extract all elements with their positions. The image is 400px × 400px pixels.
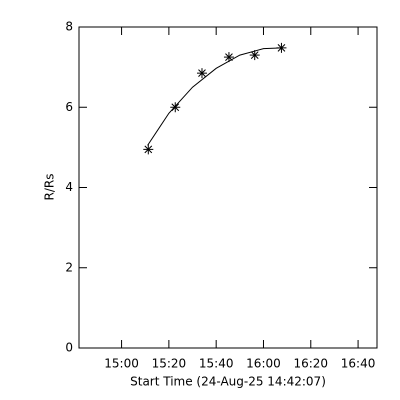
data-point — [223, 52, 234, 63]
marker-stroke — [250, 51, 259, 59]
x-tick-label: 15:00 — [104, 357, 139, 371]
marker-stroke — [225, 53, 233, 61]
x-tick-label: 15:40 — [199, 357, 234, 371]
data-point — [276, 42, 287, 53]
x-tick-label: 15:20 — [152, 357, 187, 371]
marker-stroke — [277, 44, 286, 52]
data-point — [170, 102, 181, 113]
data-point — [249, 50, 260, 61]
y-tick-label: 0 — [65, 341, 73, 355]
marker-stroke — [198, 69, 206, 77]
x-axis-label: Start Time (24-Aug-25 14:42:07) — [130, 375, 326, 389]
x-tick-label: 16:20 — [293, 357, 328, 371]
y-tick-label: 8 — [65, 20, 73, 34]
y-tick-label: 4 — [65, 180, 73, 194]
fit-line — [147, 47, 283, 146]
x-tick-label: 16:00 — [246, 357, 281, 371]
marker-stroke — [144, 145, 153, 154]
marker-stroke — [171, 103, 180, 112]
y-tick-label: 6 — [65, 100, 73, 114]
y-axis-label: R/Rs — [43, 174, 57, 201]
data-point — [143, 144, 154, 155]
y-tick-label: 2 — [65, 260, 73, 274]
x-tick-label: 16:40 — [341, 357, 376, 371]
data-point — [196, 68, 207, 79]
